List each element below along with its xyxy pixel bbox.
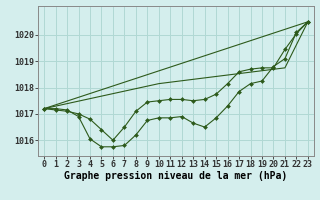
X-axis label: Graphe pression niveau de la mer (hPa): Graphe pression niveau de la mer (hPa) (64, 171, 288, 181)
